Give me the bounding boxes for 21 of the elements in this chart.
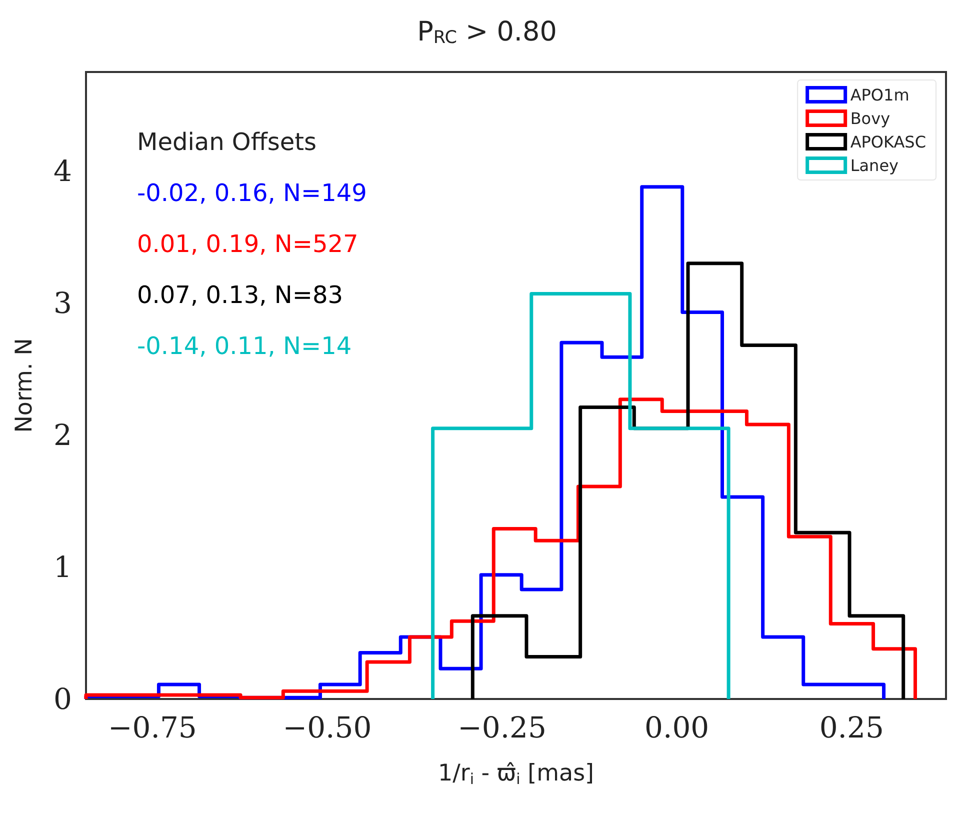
annotation: -0.14, 0.11, N=14 [137,332,352,360]
x-tick-label: 0.00 [644,710,710,744]
x-tick-label: −0.50 [282,710,372,744]
y-axis-title: Norm. N [12,338,38,433]
y-tick-label: 2 [54,418,72,452]
x-tick-label: −0.75 [108,710,197,744]
legend-label: APO1m [850,85,910,104]
y-tick-label: 3 [54,286,72,320]
x-tick-label: −0.25 [458,710,546,744]
annotation: Median Offsets [137,128,317,156]
y-tick-label: 4 [54,154,72,188]
annotation: 0.01, 0.19, N=527 [137,230,358,258]
annotation: 0.07, 0.13, N=83 [137,281,343,309]
legend-label: Bovy [850,108,890,128]
y-tick-label: 1 [54,550,72,584]
y-tick-label: 0 [54,682,72,716]
legend-label: APOKASC [850,132,926,152]
legend-label: Laney [850,156,898,175]
annotation: -0.02, 0.16, N=149 [137,179,367,207]
x-tick-label: 0.25 [819,710,884,744]
chart-title: PRC > 0.80 [417,16,557,48]
